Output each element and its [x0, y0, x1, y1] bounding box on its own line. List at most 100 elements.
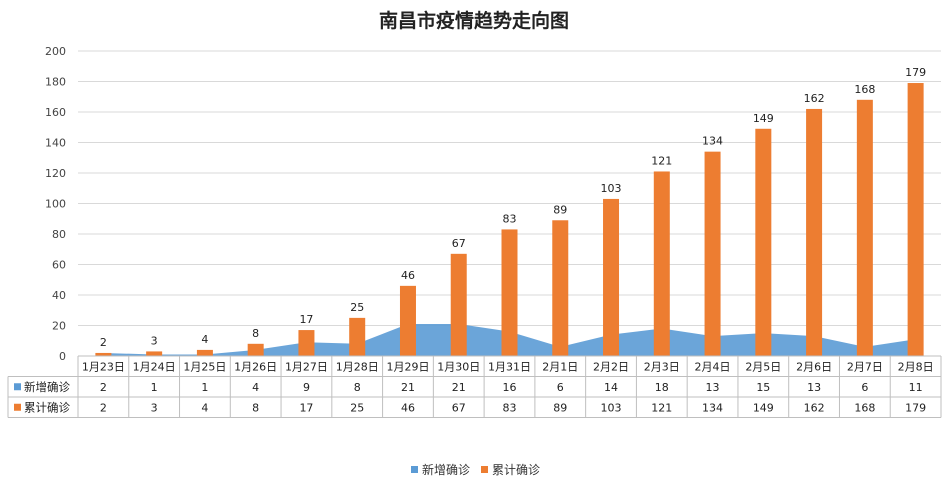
bar-cumulative: [907, 83, 924, 357]
table-cell: 3: [151, 401, 158, 414]
table-series-key: [14, 403, 21, 411]
x-tick-label: 2月1日: [542, 360, 578, 373]
data-label: 168: [854, 83, 875, 96]
data-label: 3: [151, 334, 158, 347]
table-series-key: [14, 383, 21, 391]
x-tick-label: 1月25日: [183, 360, 226, 373]
data-label: 103: [601, 182, 622, 195]
data-label: 149: [753, 112, 774, 125]
table-cell: 13: [706, 381, 720, 394]
legend-swatch: [411, 466, 418, 473]
y-tick-label: 100: [45, 198, 66, 211]
table-cell: 11: [909, 381, 923, 394]
y-tick-label: 40: [52, 289, 66, 302]
y-tick-label: 120: [45, 167, 66, 180]
bar-cumulative: [856, 99, 873, 357]
table-cell: 121: [651, 401, 672, 414]
chart-title: 南昌市疫情趋势走向图: [379, 9, 569, 32]
y-tick-label: 140: [45, 137, 66, 150]
table-cell: 15: [756, 381, 770, 394]
bar-cumulative: [399, 285, 416, 356]
data-labels-layer: 2 3 4 8 17 25 46 67 83 89 103 121 134 149 162 168 179: [100, 66, 926, 349]
table-cell: 168: [854, 401, 875, 414]
x-tick-label: 1月28日: [336, 360, 379, 373]
table-cell: 89: [553, 401, 567, 414]
x-tick-label: 1月30日: [437, 360, 480, 373]
table-cell: 162: [804, 401, 825, 414]
x-tick-label: 1月26日: [234, 360, 277, 373]
data-label: 121: [651, 154, 672, 167]
y-tick-label: 200: [45, 45, 66, 58]
bar-cumulative: [806, 108, 823, 356]
bar-cumulative: [298, 330, 315, 356]
y-tick-label: 180: [45, 76, 66, 89]
bar-cumulative: [552, 220, 569, 356]
data-label: 46: [401, 269, 415, 282]
data-label: 134: [702, 135, 723, 148]
y-tick-label: 160: [45, 106, 66, 119]
bar-cumulative: [349, 317, 366, 356]
x-tick-label: 1月31日: [488, 360, 531, 373]
data-label: 25: [350, 301, 364, 314]
table-cell: 8: [354, 381, 361, 394]
data-label: 179: [905, 66, 926, 79]
table-cell: 1: [201, 381, 208, 394]
data-label: 89: [553, 203, 567, 216]
data-table: 1月23日 1月24日 1月25日 1月26日 1月27日 1月28日 1月29日 1月30日…: [7, 355, 942, 418]
table-cell: 17: [299, 401, 313, 414]
table-cell: 9: [303, 381, 310, 394]
table-cell: 1: [151, 381, 158, 394]
x-tick-label: 2月3日: [644, 360, 680, 373]
table-cell: 25: [350, 401, 364, 414]
table-cell: 18: [655, 381, 669, 394]
x-tick-label: 1月23日: [82, 360, 125, 373]
table-cell: 179: [905, 401, 926, 414]
bar-cumulative: [501, 229, 518, 356]
table-cell: 14: [604, 381, 618, 394]
x-tick-label: 2月5日: [745, 360, 781, 373]
legend-label: 新增确诊: [422, 462, 470, 477]
cumulative-bars-layer: [95, 83, 924, 357]
data-label: 8: [252, 327, 259, 340]
table-cell: 103: [601, 401, 622, 414]
bar-cumulative: [247, 343, 264, 356]
table-cell: 6: [861, 381, 868, 394]
x-tick-label: 2月6日: [796, 360, 832, 373]
table-cell: 83: [503, 401, 517, 414]
table-cell: 67: [452, 401, 466, 414]
x-tick-label: 2月4日: [695, 360, 731, 373]
table-cell: 134: [702, 401, 723, 414]
data-label: 2: [100, 336, 107, 349]
x-tick-label: 2月7日: [847, 360, 883, 373]
table-cell: 16: [503, 381, 517, 394]
table-cell: 2: [100, 401, 107, 414]
table-cell: 149: [753, 401, 774, 414]
data-label: 162: [804, 92, 825, 105]
legend: 新增确诊 累计确诊: [411, 462, 540, 477]
bar-cumulative: [146, 351, 163, 356]
table-cell: 8: [252, 401, 259, 414]
legend-label: 累计确诊: [492, 463, 540, 477]
table-cell: 4: [252, 381, 259, 394]
x-tick-label: 2月8日: [898, 360, 934, 373]
table-series-name: 累计确诊: [24, 400, 70, 414]
table-cell: 13: [807, 381, 821, 394]
y-axis-ticks: 0 20 40 60 80 100 120 140 160 180 200: [45, 45, 66, 363]
y-tick-label: 80: [52, 228, 66, 241]
bar-cumulative: [450, 253, 467, 356]
table-cell: 46: [401, 401, 415, 414]
y-tick-label: 60: [52, 259, 66, 272]
x-tick-label: 1月24日: [133, 360, 176, 373]
table-cell: 2: [100, 381, 107, 394]
table-cell: 21: [452, 381, 466, 394]
bar-cumulative: [704, 151, 721, 356]
data-label: 67: [452, 237, 466, 250]
data-label: 4: [201, 333, 208, 346]
bar-cumulative: [755, 128, 772, 356]
bar-cumulative: [653, 171, 670, 356]
data-label: 17: [299, 313, 313, 326]
table-series-name: 新增确诊: [24, 380, 70, 394]
x-tick-label: 1月29日: [386, 360, 429, 373]
x-tick-label: 1月27日: [285, 360, 328, 373]
